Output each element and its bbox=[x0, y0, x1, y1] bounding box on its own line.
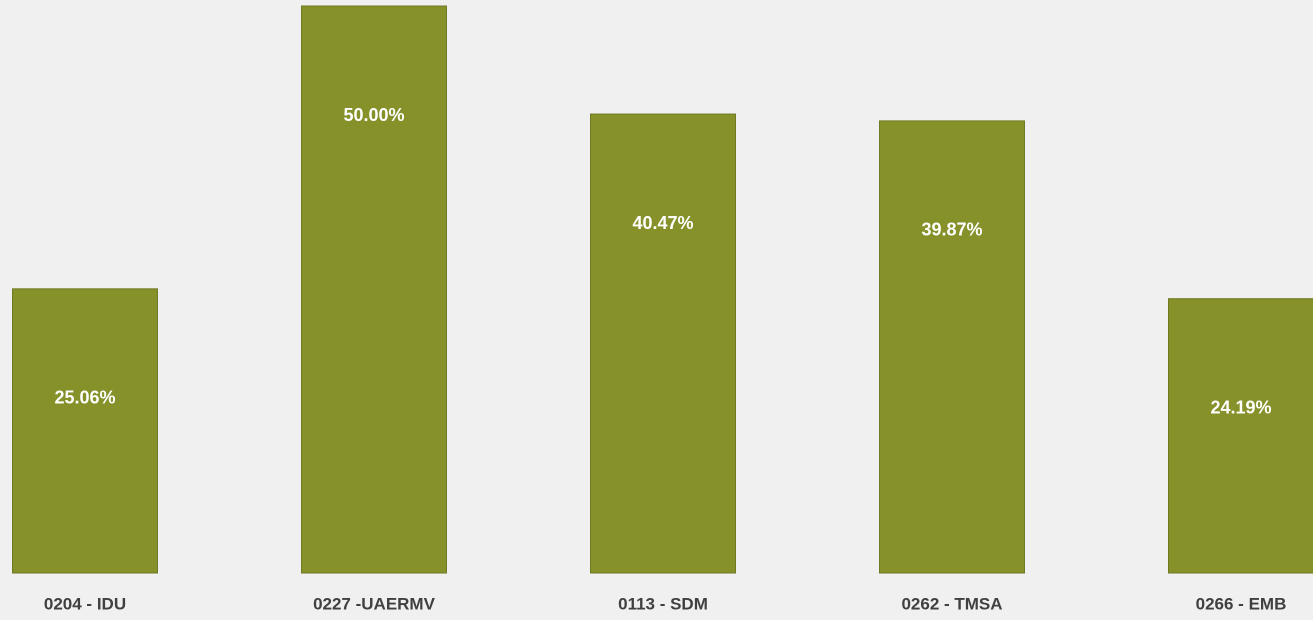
x-tick-label: 0113 - SDM bbox=[618, 594, 708, 613]
bar bbox=[12, 288, 158, 574]
bar bbox=[879, 120, 1025, 574]
x-tick-label: 0204 - IDU bbox=[44, 594, 126, 613]
bar bbox=[590, 113, 736, 574]
data-label: 24.19% bbox=[1210, 397, 1271, 417]
data-label: 25.06% bbox=[54, 388, 115, 408]
x-tick-label: 0262 - TMSA bbox=[901, 594, 1002, 613]
x-tick-label: 0266 - EMB bbox=[1196, 594, 1287, 613]
data-label: 40.47% bbox=[632, 213, 693, 233]
x-tick-label: 0227 -UAERMV bbox=[313, 594, 436, 613]
bar bbox=[1168, 298, 1313, 574]
bar bbox=[301, 5, 447, 574]
data-label: 39.87% bbox=[921, 220, 982, 240]
data-label: 50.00% bbox=[343, 105, 404, 125]
